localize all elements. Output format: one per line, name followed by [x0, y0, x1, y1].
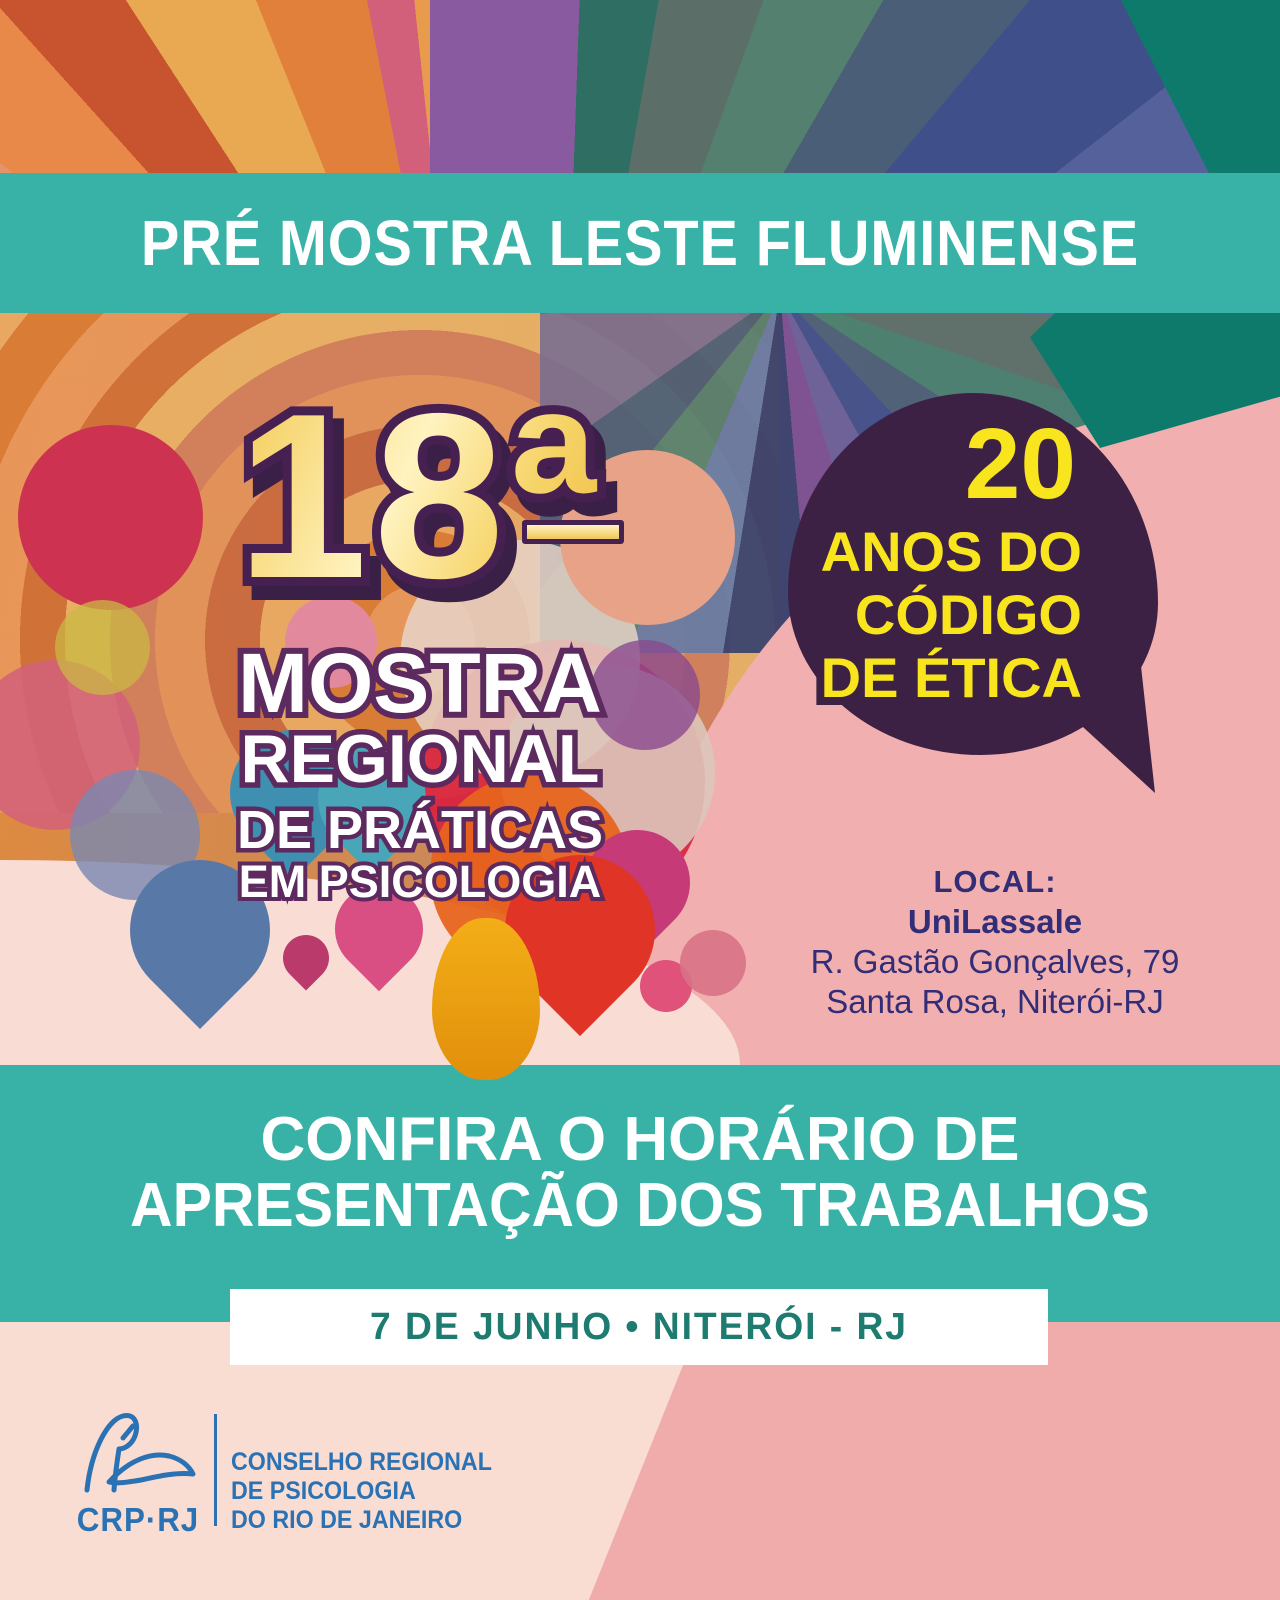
logo-divider [214, 1414, 217, 1526]
top-banner-text: PRÉ MOSTRA LESTE FLUMINENSE [140, 207, 1140, 279]
art-splat [680, 930, 746, 996]
badge-line: ANOS DO ANOS DO [813, 512, 1090, 591]
edition-number: 18ª 18ª 18ª [150, 359, 690, 646]
crprj-logo-mark: CRP·RJ [72, 1408, 204, 1539]
location-address-1: R. Gastão Gonçalves, 79 [810, 943, 1180, 980]
location-label: LOCAL: [933, 864, 1057, 899]
art-splat [55, 600, 150, 695]
subtitle-line-2: EM PSICOLOGIA EM PSICOLOGIA [235, 852, 606, 911]
art-amber-drop [432, 918, 540, 1080]
top-banner: PRÉ MOSTRA LESTE FLUMINENSE [0, 173, 1280, 313]
crprj-acronym: CRP·RJ [76, 1501, 200, 1538]
org-line: CONSELHO REGIONAL [231, 1448, 492, 1476]
date-bar-text: 7 DE JUNHO • NITERÓI - RJ [370, 1306, 908, 1348]
badge-line: DE ÉTICA DE ÉTICA [813, 638, 1090, 717]
art-splat [285, 596, 377, 688]
bottom-banner-line-2: APRESENTAÇÃO DOS TRABALHOS [130, 1171, 1150, 1240]
title-line-1: MOSTRA MOSTRA [232, 632, 608, 734]
badge-line: 20 20 [963, 400, 1090, 528]
ethics-badge-text: 20 20 ANOS DO ANOS DO CÓDIGO CÓDIGO DE É… [790, 400, 1090, 717]
crprj-logo: CRP·RJ CONSELHO REGIONAL DE PSICOLOGIA D… [72, 1408, 542, 1538]
bottom-banner: CONFIRA O HORÁRIO DE APRESENTAÇÃO DOS TR… [0, 1065, 1280, 1322]
bottom-banner-line-1: CONFIRA O HORÁRIO DE [260, 1105, 1020, 1174]
org-line: DO RIO DE JANEIRO [231, 1506, 463, 1534]
subtitle-line-1: DE PRÁTICAS DE PRÁTICAS [232, 796, 607, 865]
location-block: LOCAL: UniLassale R. Gastão Gonçalves, 7… [795, 862, 1195, 1022]
art-bottom-dark [588, 1322, 1280, 1600]
art-splat [18, 425, 203, 610]
org-line: DE PSICOLOGIA [231, 1477, 416, 1505]
sugarloaf-bird-icon [84, 1413, 196, 1493]
badge-line: CÓDIGO CÓDIGO [847, 575, 1090, 654]
ordinal-underline [522, 520, 624, 544]
crprj-org-name: CONSELHO REGIONAL DE PSICOLOGIA DO RIO D… [231, 1408, 492, 1535]
date-bar: 7 DE JUNHO • NITERÓI - RJ [230, 1289, 1048, 1365]
art-splat [590, 640, 700, 750]
title-line-2: REGIONAL REGIONAL [235, 717, 605, 802]
location-address-2: Santa Rosa, Niterói-RJ [826, 983, 1164, 1020]
location-venue: UniLassale [907, 903, 1083, 940]
